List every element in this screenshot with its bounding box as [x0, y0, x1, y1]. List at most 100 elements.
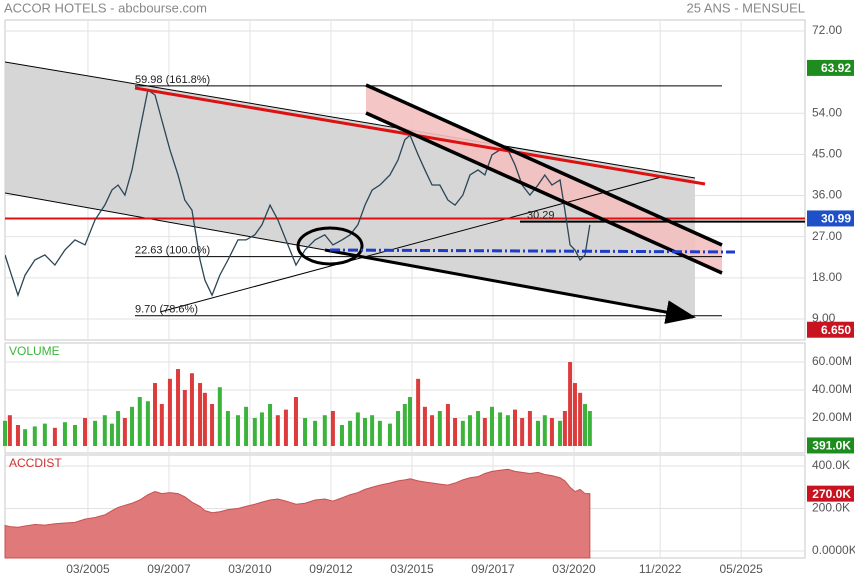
volume-bar [402, 404, 407, 447]
value-marker [807, 59, 854, 76]
level-label: 30.29 [527, 210, 555, 222]
volume-bar [252, 418, 257, 447]
volume-bar [145, 401, 150, 447]
x-tick-label: 03/2020 [552, 562, 596, 576]
chart-subtitle: 25 ANS - MENSUEL [687, 0, 806, 15]
value-marker-label: 391.0K [812, 439, 851, 453]
volume-bar [362, 418, 367, 447]
ellipse [296, 226, 364, 266]
volume-bar [293, 397, 298, 447]
volume-bar [520, 418, 525, 447]
y-tick-label: 36.00 [812, 188, 842, 202]
volume-bar [122, 418, 127, 447]
accdist-area [4, 468, 591, 559]
value-marker-label: 30.99 [821, 212, 851, 226]
volume-bar [572, 383, 577, 447]
volume-bar [153, 383, 158, 447]
level-label: 9.70 (78.6%) [135, 304, 198, 316]
volume-bar [189, 373, 194, 447]
volume-bar [377, 420, 382, 447]
y-tick-label: 400.0K [812, 458, 850, 472]
y-tick-label: 45.00 [812, 147, 842, 161]
y-tick-label: 60.00M [812, 354, 852, 368]
volume-bar [370, 415, 375, 447]
y-tick-label: 27.00 [812, 229, 842, 243]
volume-bar [330, 411, 335, 447]
value-marker [807, 437, 854, 454]
y-tick-label: 54.00 [812, 105, 842, 119]
volume-bar [453, 418, 458, 447]
volume-bar [476, 411, 481, 447]
volume-bar [235, 415, 240, 447]
volume-bar [408, 397, 413, 447]
x-tick-label: 03/2005 [66, 562, 110, 576]
value-marker-label: 270.0K [812, 487, 851, 501]
volume-bar [52, 427, 57, 447]
channel-top [5, 61, 696, 179]
black-trend [365, 83, 723, 247]
volume-bar [42, 423, 47, 447]
labels: ACCOR HOTELS - abcbourse.com 25 ANS - ME… [4, 0, 855, 576]
y-tick-label: 72.00 [812, 23, 842, 37]
volume-bar [283, 409, 288, 447]
volume-bar [102, 415, 107, 447]
gray-channel [5, 62, 695, 318]
arrow [324, 248, 696, 324]
panel-frame [4, 342, 806, 454]
volume-bar [498, 412, 503, 447]
volume-bar [467, 415, 472, 447]
volume-bar [536, 420, 541, 447]
volume-bar [513, 409, 518, 447]
volume-bar [159, 404, 164, 447]
value-marker-label: 6.650 [821, 323, 851, 337]
y-tick-label: 200.0K [812, 501, 850, 515]
volume-bar [582, 404, 587, 447]
volume-bar [217, 387, 222, 447]
plot [3, 85, 805, 559]
volume-bar [275, 415, 280, 447]
annotations [5, 61, 722, 318]
volume-bar [225, 411, 230, 447]
x-tick-label: 03/2010 [228, 562, 272, 576]
volume-bar [422, 406, 427, 447]
volume-bar [549, 418, 554, 447]
x-tick-label: 11/2022 [639, 562, 682, 576]
volume-bar [93, 420, 98, 447]
black-trend [365, 111, 723, 275]
volume-bar [259, 412, 264, 447]
volume-bar [210, 404, 215, 447]
volume-bar [83, 418, 88, 447]
volume-bar [3, 420, 7, 447]
annotations-top [134, 83, 736, 324]
volume-bar [558, 420, 563, 447]
volume-bar [7, 415, 12, 447]
volume-bar [167, 378, 172, 447]
volume-bar [587, 411, 592, 447]
y-tick-label: 18.00 [812, 270, 842, 284]
value-marker [807, 485, 854, 502]
volume-bar [23, 429, 28, 447]
volume-bar [568, 362, 573, 447]
volume-bar [116, 411, 121, 447]
pink-channel [366, 85, 722, 275]
volume-bar [460, 420, 465, 447]
panel-title: ACCDIST [9, 456, 62, 470]
value-marker-label: 63.92 [821, 61, 851, 75]
volume-bar [339, 425, 344, 447]
volume-bar [313, 420, 318, 447]
x-tick-label: 09/2017 [471, 562, 515, 576]
value-marker [807, 210, 854, 227]
volume-bar [202, 392, 207, 447]
volume-bar [109, 423, 114, 447]
volume-bar [32, 426, 37, 447]
level-label: 59.98 (161.8%) [135, 74, 210, 86]
volume-bar [15, 425, 20, 447]
volume-bar [198, 383, 203, 447]
x-tick-label: 09/2012 [309, 562, 353, 576]
x-tick-label: 05/2025 [719, 562, 763, 576]
volume-bar [182, 390, 187, 447]
volume-bar [130, 406, 135, 447]
volume-bar [562, 411, 567, 447]
